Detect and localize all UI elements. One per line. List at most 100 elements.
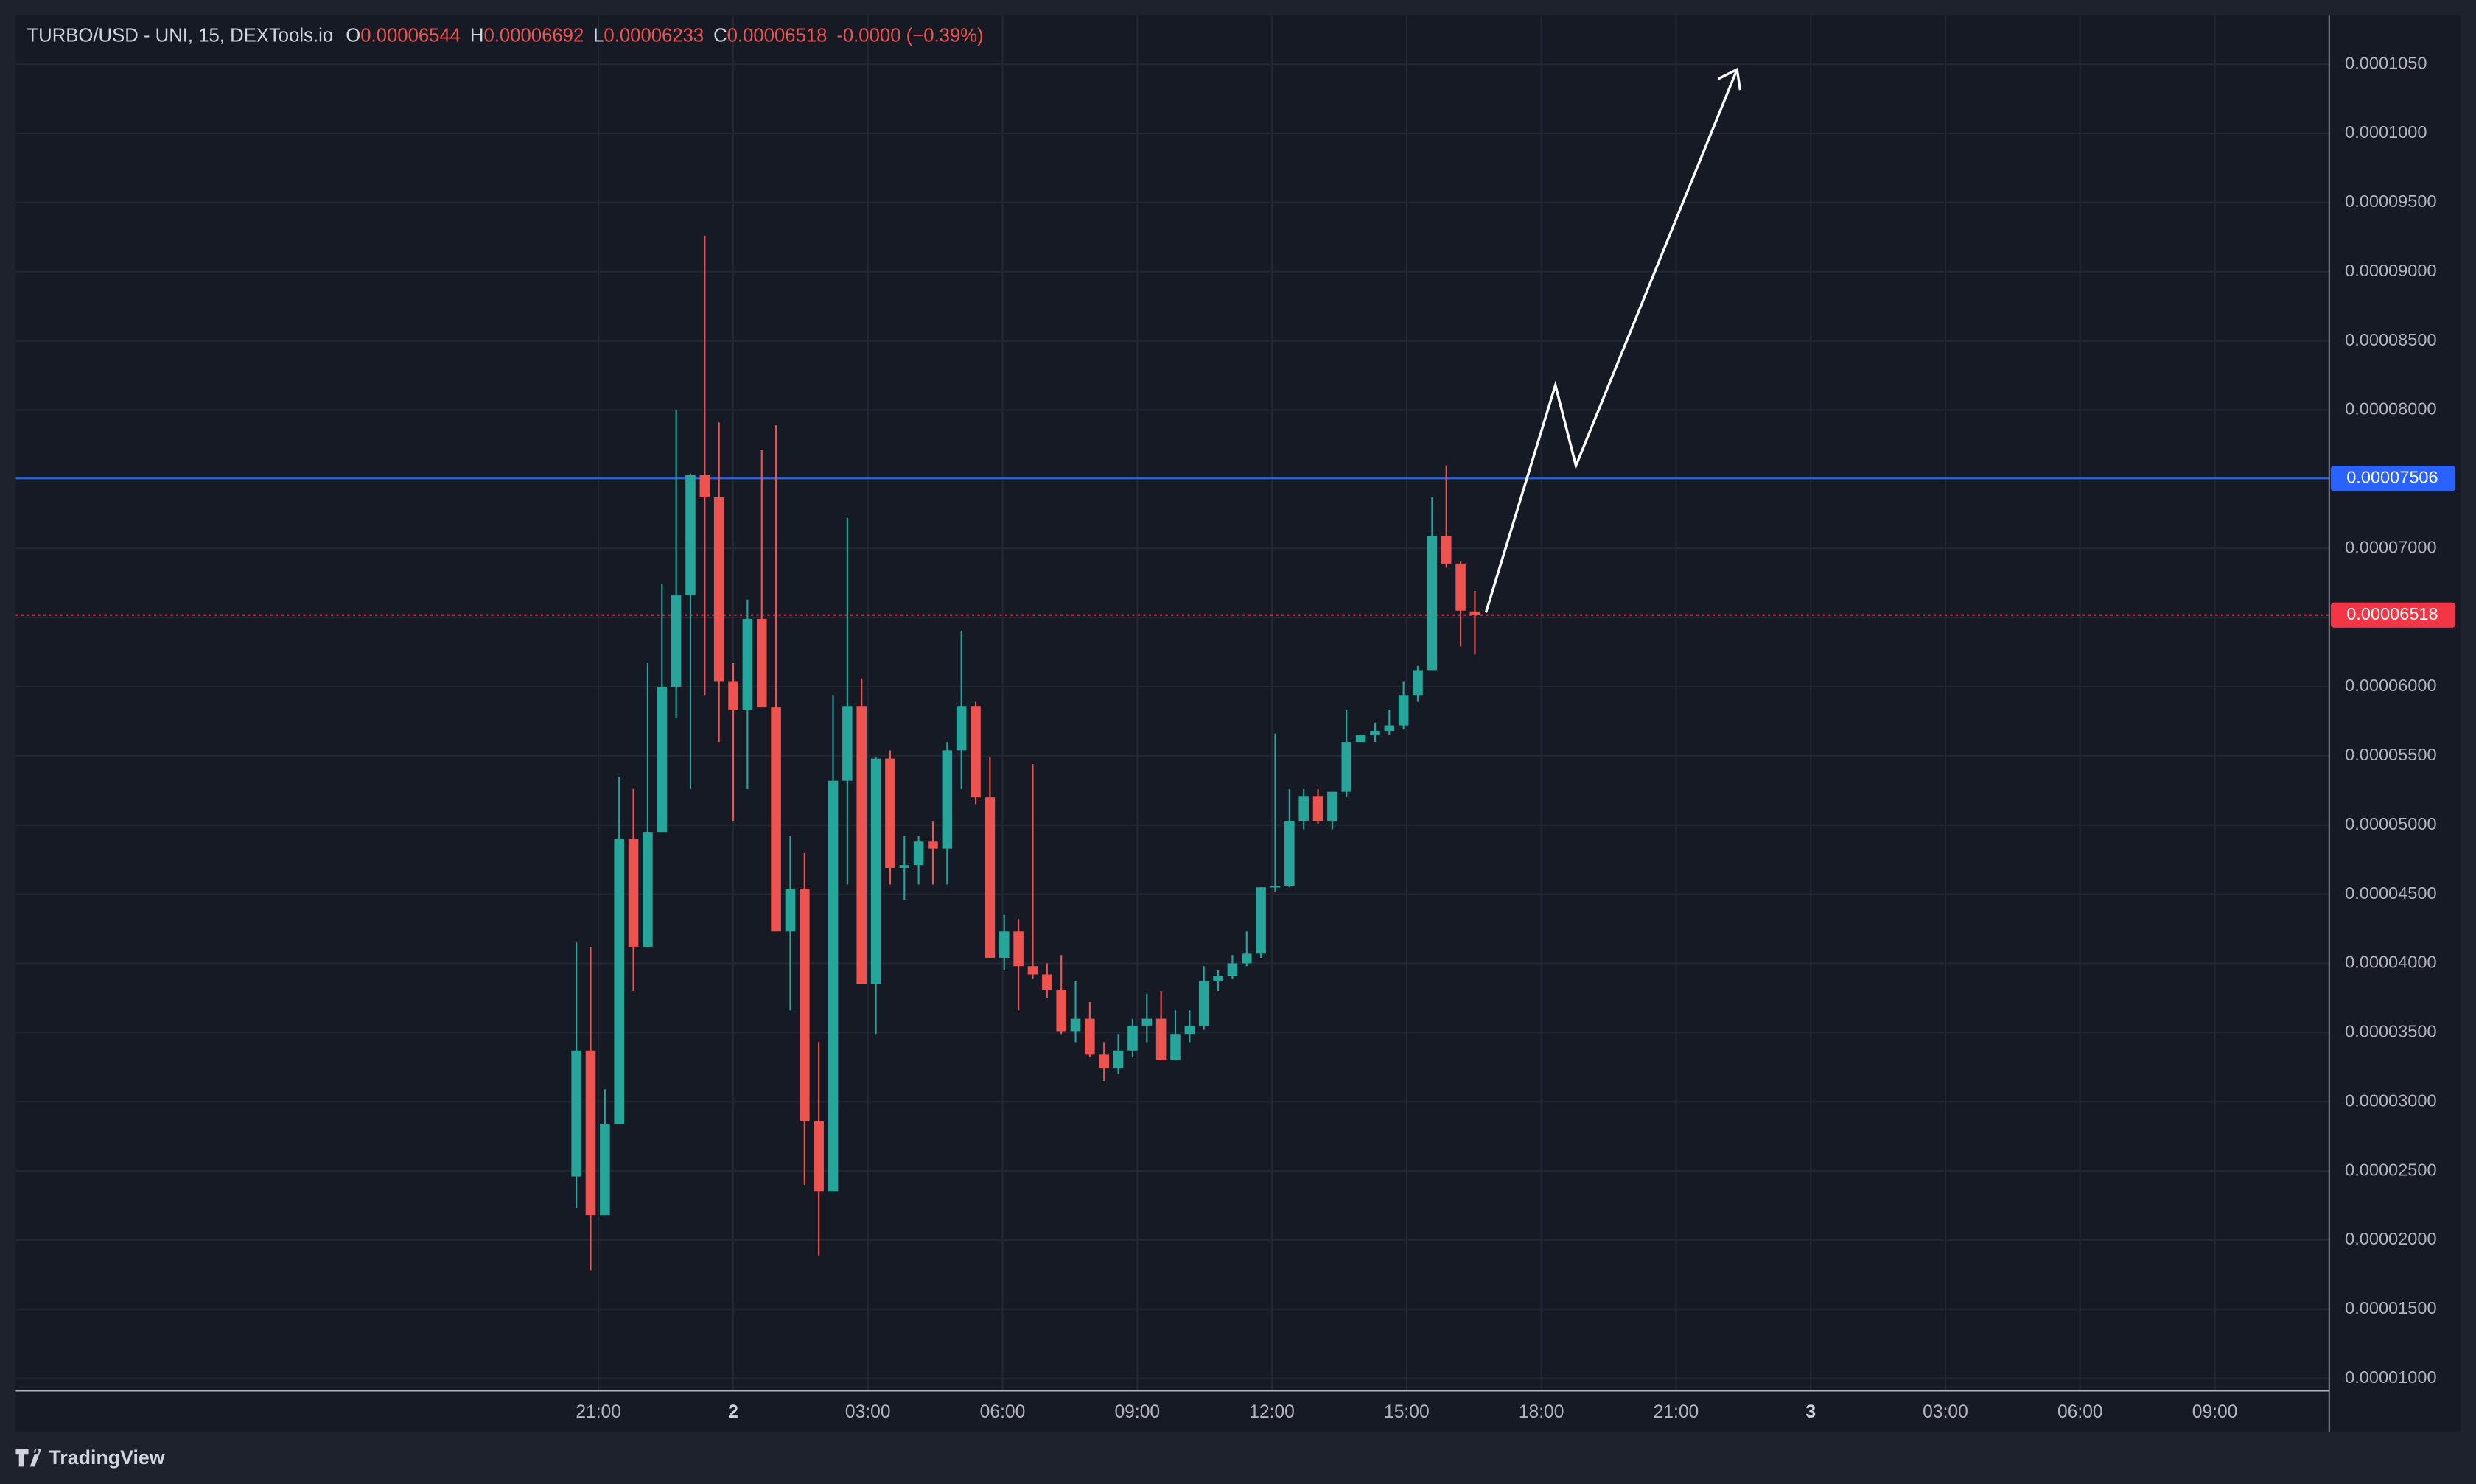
candle-body [728, 681, 738, 710]
candle-body [600, 1124, 610, 1216]
candle-body [1042, 974, 1052, 990]
o-label: O [346, 25, 360, 46]
candle-body [1270, 886, 1281, 888]
candle-body [713, 497, 724, 682]
brand: TradingView [49, 1446, 164, 1469]
legend-header: TURBO/USD - UNI, 15, DEXTools.io O0.00006… [27, 25, 983, 46]
candle-body [928, 841, 938, 849]
candle-body [985, 797, 996, 958]
candle-body [1398, 695, 1409, 726]
y-tick-label: 0.00006000 [2345, 676, 2436, 695]
candle-body [1099, 1054, 1110, 1069]
candle-body [1441, 536, 1452, 564]
candle-body [1127, 1025, 1138, 1051]
y-tick-label: 0.00003500 [2345, 1022, 2436, 1041]
x-tick-label: 12:00 [1249, 1402, 1295, 1422]
logo-icon [15, 1449, 41, 1467]
price-label: 0.00006518 [2346, 604, 2438, 623]
y-tick-label: 0.00009500 [2345, 192, 2436, 211]
candle-body [1227, 963, 1238, 976]
candle-body [885, 758, 895, 868]
candle-body [1113, 1050, 1124, 1069]
y-tick-label: 0.00005000 [2345, 814, 2436, 833]
candle-body [956, 706, 967, 751]
candle-body [785, 889, 796, 932]
h-label: H [470, 25, 484, 46]
y-tick-label: 0.00004500 [2345, 883, 2436, 903]
symbol: TURBO/USD - UNI, 15, DEXTools.io [27, 25, 333, 46]
candle-body [1341, 742, 1352, 792]
x-tick-label: 09:00 [1114, 1402, 1160, 1422]
y-tick-label: 0.0001050 [2345, 53, 2427, 72]
y-tick-label: 0.00001500 [2345, 1298, 2436, 1317]
candle-body [1413, 670, 1423, 696]
candle-body [1312, 796, 1323, 822]
y-tick-label: 0.00008000 [2345, 399, 2436, 419]
candle-body [585, 1050, 596, 1216]
y-tick-label: 0.00001000 [2345, 1368, 2436, 1387]
y-tick-label: 0.00007000 [2345, 537, 2436, 556]
projection-arrow [1484, 69, 1738, 613]
candle-body [1213, 976, 1223, 981]
x-tick-label: 15:00 [1384, 1402, 1430, 1422]
y-tick-label: 0.00008500 [2345, 330, 2436, 349]
candle-body [999, 931, 1010, 958]
candle-body [800, 889, 810, 1121]
candle-body [1327, 791, 1337, 822]
candle-body [828, 780, 839, 1192]
candle-body [614, 839, 624, 1124]
change: -0.0000 (−0.39%) [836, 25, 983, 46]
candle-body [685, 475, 696, 596]
candle-body [1085, 1018, 1095, 1055]
price-label: 0.00007506 [2346, 467, 2438, 486]
candle-body [856, 706, 867, 984]
candle-body [971, 706, 981, 798]
candle-body [1298, 796, 1309, 822]
candle-body [657, 686, 668, 833]
candle-body [1027, 966, 1038, 975]
candle-body [870, 758, 881, 984]
y-tick-label: 0.00004000 [2345, 953, 2436, 972]
candle-body [842, 706, 853, 781]
candle-body [814, 1121, 824, 1192]
candle-body [1284, 821, 1295, 886]
y-tick-label: 0.00003000 [2345, 1091, 2436, 1110]
h-value: 0.00006692 [483, 25, 584, 46]
c-value: 0.00006518 [727, 25, 828, 46]
x-tick-label: 03:00 [845, 1402, 891, 1422]
candle-body [1070, 1018, 1081, 1032]
candle-body [742, 618, 753, 710]
candle-body [1241, 953, 1252, 964]
y-tick-label: 0.00002000 [2345, 1229, 2436, 1248]
candle-body [643, 832, 653, 947]
candle-body [899, 865, 910, 868]
candle-body [1198, 981, 1209, 1026]
o-value: 0.00006544 [360, 25, 461, 46]
plot-background [15, 15, 2461, 1432]
x-tick-label: 06:00 [2057, 1402, 2103, 1422]
candle-body [1013, 931, 1024, 967]
candle-body [1455, 563, 1466, 611]
candle-body [942, 750, 953, 849]
y-tick-label: 0.00002500 [2345, 1160, 2436, 1179]
candle-body [756, 618, 767, 708]
brand-logo: TradingView [15, 1446, 165, 1469]
candle-body [1056, 990, 1066, 1032]
candle-body [1141, 1018, 1153, 1026]
y-tick-label: 0.00005500 [2345, 745, 2436, 764]
y-tick-label: 0.00009000 [2345, 261, 2436, 280]
price-label-box [2330, 602, 2456, 628]
x-tick-label: 3 [1805, 1402, 1816, 1422]
candles [15, 235, 2329, 1271]
x-tick-label: 06:00 [980, 1402, 1026, 1422]
candle-body [771, 707, 781, 932]
candle-body [1155, 1018, 1167, 1060]
l-value: 0.00006233 [604, 25, 704, 46]
c-label: C [713, 25, 727, 46]
price-label-box [2330, 466, 2456, 491]
arrow-head [1717, 67, 1742, 91]
candle-body [699, 475, 710, 497]
candle-body [571, 1050, 581, 1177]
